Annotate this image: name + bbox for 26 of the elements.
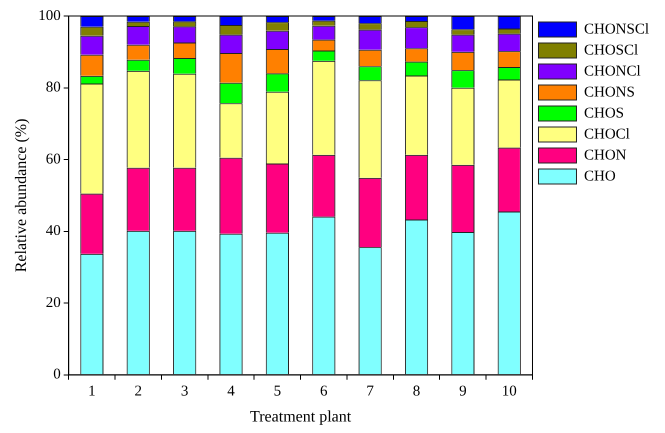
legend-label: CHONSCl (584, 21, 650, 38)
legend-label: CHOSCl (584, 42, 638, 58)
x-tick-label: 5 (274, 384, 282, 400)
y-tick-label: 40 (46, 223, 61, 240)
y-tick-label: 0 (53, 366, 61, 383)
x-tick-label: 1 (88, 384, 96, 400)
x-tick-label: 10 (502, 384, 517, 400)
y-tick-label: 20 (46, 294, 61, 311)
legend-label: CHOS (584, 105, 624, 122)
legend-label: CHOCl (584, 126, 630, 142)
legend-label: CHO (584, 168, 616, 184)
y-tick-label: 80 (46, 80, 61, 96)
legend-label: CHONCl (584, 63, 641, 80)
x-tick-label: 3 (180, 384, 188, 400)
x-tick-label: 6 (320, 384, 328, 400)
x-axis-title: Treatment plant (250, 408, 352, 426)
x-tick-label: 4 (227, 384, 236, 400)
y-tick-label: 100 (38, 8, 61, 24)
x-tick-label: 9 (459, 384, 467, 400)
legend-label: CHON (584, 147, 627, 164)
y-axis-title: Relative abundance (%) (12, 118, 30, 272)
x-tick-label: 2 (134, 384, 142, 400)
legend-label: CHONS (584, 84, 635, 100)
y-tick-label: 60 (46, 151, 61, 168)
x-tick-label: 8 (412, 384, 420, 400)
x-tick-label: 7 (366, 384, 374, 400)
